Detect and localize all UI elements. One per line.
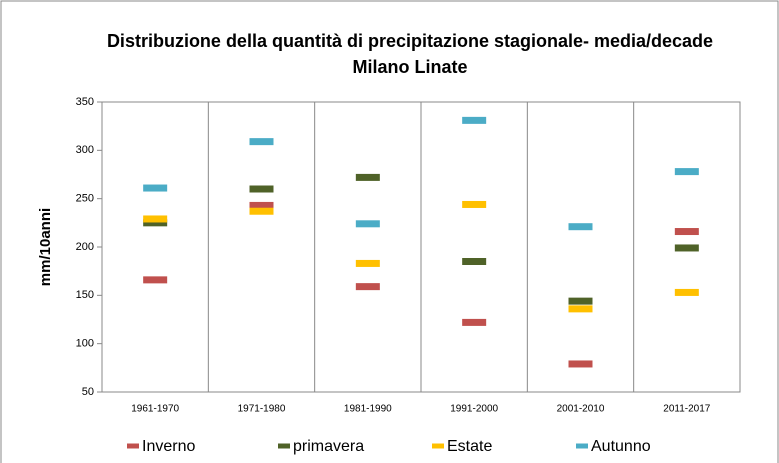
dash-marker [143, 219, 168, 227]
dash-marker [249, 201, 274, 209]
y-tick-label: 150 [76, 289, 94, 301]
legend-label: Autunno [591, 438, 651, 455]
x-tick-label: 1961-1970 [131, 404, 179, 415]
legend-swatch [127, 443, 139, 449]
chart-subtitle: Milano Linate [352, 57, 467, 77]
legend-swatch [432, 443, 444, 449]
legend-swatch [278, 443, 290, 449]
dash-marker [462, 318, 487, 326]
dash-marker [355, 259, 380, 267]
legend-label: Estate [447, 438, 492, 455]
dash-marker [143, 215, 168, 223]
dash-marker [568, 305, 593, 313]
y-tick-label: 200 [76, 241, 94, 253]
x-tick-label: 2001-2010 [557, 404, 605, 415]
dash-marker [462, 258, 487, 265]
legend-label: Inverno [142, 438, 195, 455]
legend-swatch [576, 443, 588, 449]
dash-marker [568, 223, 593, 231]
legend-label: primavera [293, 438, 364, 455]
dash-marker [143, 184, 168, 192]
y-tick-label: 100 [76, 338, 94, 350]
dash-marker [143, 276, 168, 284]
dash-marker [674, 244, 699, 252]
y-axis-label: mm/10anni [37, 208, 54, 286]
y-tick-label: 350 [76, 96, 94, 108]
dash-marker [568, 297, 593, 305]
y-tick-label: 300 [76, 144, 94, 156]
y-tick-label: 250 [76, 193, 94, 205]
dash-marker [355, 283, 380, 291]
x-tick-label: 1991-2000 [450, 404, 498, 415]
dash-marker [355, 220, 380, 228]
dash-marker [568, 360, 593, 368]
dash-marker [249, 138, 274, 146]
dash-marker [462, 200, 487, 208]
dash-marker [674, 288, 699, 296]
x-tick-label: 2011-2017 [663, 404, 711, 415]
dash-marker [355, 173, 380, 181]
x-tick-label: 1981-1990 [344, 404, 392, 415]
dash-marker [249, 185, 274, 193]
chart-title: Distribuzione della quantità di precipit… [107, 31, 713, 51]
y-tick-label: 50 [82, 386, 94, 398]
dash-marker [462, 116, 487, 124]
dash-marker [249, 207, 274, 215]
x-tick-label: 1971-1980 [238, 404, 286, 415]
dash-marker [674, 168, 699, 176]
dash-marker [674, 228, 699, 236]
